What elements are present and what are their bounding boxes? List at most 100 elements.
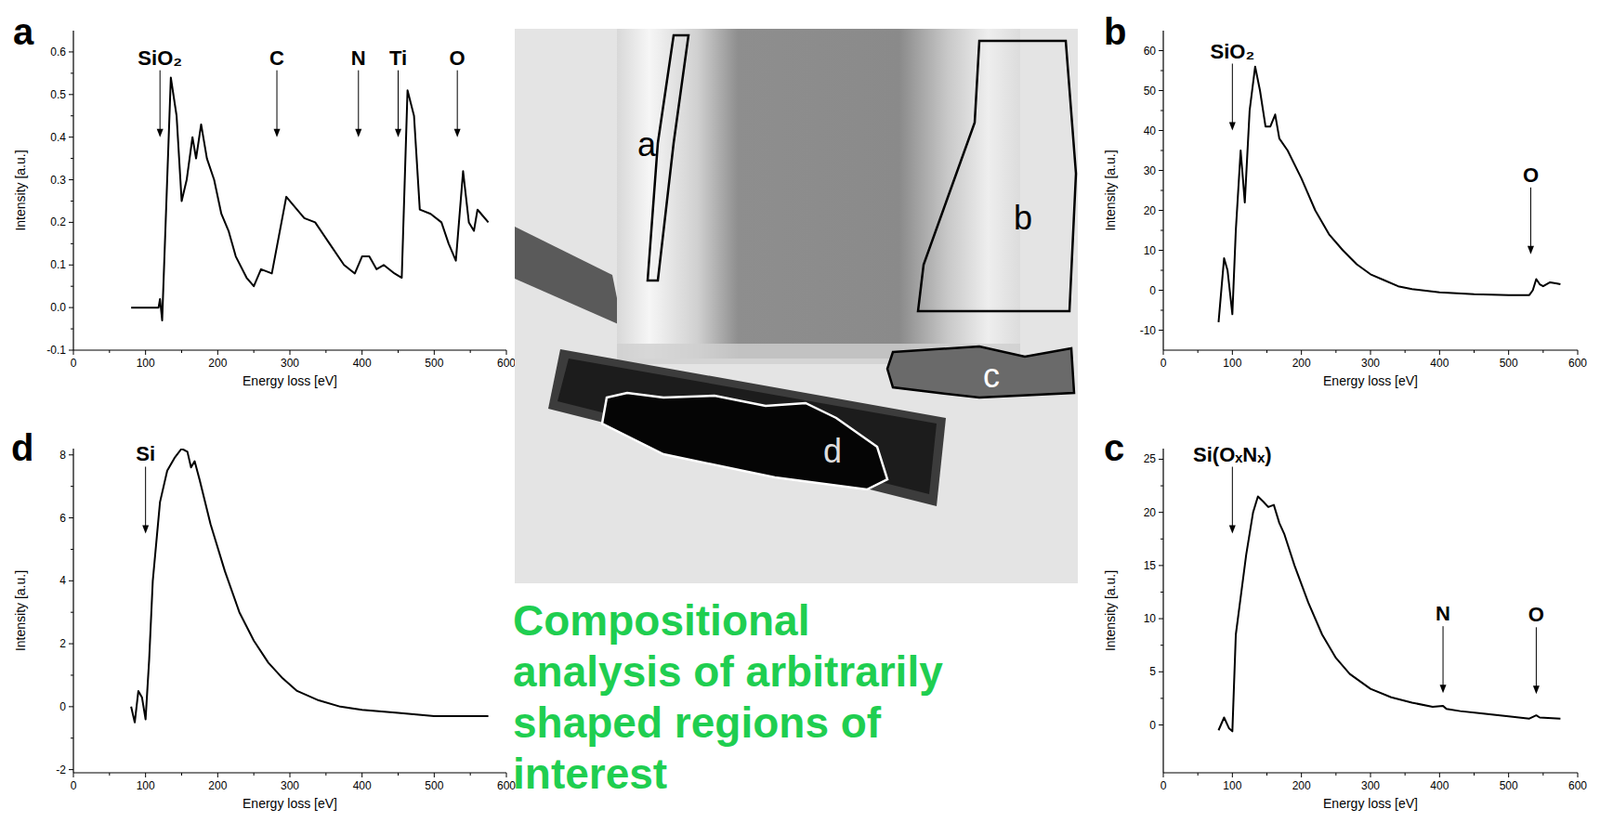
x-tick — [73, 350, 75, 355]
annotation-arrowhead — [157, 129, 164, 138]
panel-0: a0100200300400500600-0.10.00.10.20.30.40… — [13, 11, 516, 389]
x-minor-tick — [1473, 773, 1475, 776]
x-tick-label: 0 — [1160, 779, 1168, 793]
x-minor-tick — [1404, 350, 1406, 354]
spectrum-line — [1218, 496, 1561, 732]
y-tick-label: 20 — [1143, 204, 1157, 218]
x-tick — [217, 350, 219, 355]
annotation-label: Si(OₓNₓ) — [1193, 443, 1273, 467]
y-axis-line — [1162, 448, 1164, 774]
x-tick-label: 300 — [280, 779, 300, 793]
y-tick-label: 0.5 — [50, 88, 66, 102]
x-tick — [506, 350, 508, 355]
annotation-arrow — [276, 70, 278, 132]
x-tick — [506, 773, 508, 778]
y-tick — [1158, 289, 1164, 291]
x-tick-label: 200 — [208, 356, 227, 370]
y-tick-label: 0 — [1149, 719, 1156, 733]
x-tick-label: 100 — [136, 356, 156, 370]
x-tick — [361, 350, 363, 355]
y-minor-tick — [70, 612, 74, 614]
image-column — [616, 28, 1021, 359]
x-tick — [73, 773, 75, 778]
caption-line: interest — [512, 749, 668, 799]
region-label: b — [1013, 198, 1033, 237]
x-minor-tick — [1266, 350, 1268, 354]
annotation-arrow — [1535, 627, 1537, 688]
y-tick — [1158, 618, 1164, 620]
y-axis-title: Intensity [a.u.] — [13, 149, 28, 231]
region-label: d — [823, 432, 842, 471]
x-tick — [433, 350, 435, 355]
x-minor-tick — [1404, 773, 1406, 776]
y-minor-tick — [70, 115, 74, 117]
x-minor-tick — [108, 350, 110, 354]
annotation-arrow — [1232, 467, 1233, 528]
x-minor-tick — [1335, 350, 1337, 354]
x-tick-label: 100 — [1222, 779, 1242, 793]
y-tick-label: 20 — [1143, 506, 1157, 520]
y-tick — [68, 350, 74, 352]
annotation-label: N — [1435, 602, 1451, 626]
x-minor-tick — [181, 350, 183, 354]
x-tick — [1577, 350, 1579, 355]
x-tick — [1370, 773, 1372, 778]
y-tick-label: 0.4 — [50, 131, 66, 145]
y-minor-tick — [1160, 310, 1164, 312]
y-minor-tick — [1160, 270, 1164, 272]
region-outline — [887, 346, 1075, 398]
y-tick — [1158, 90, 1164, 92]
image-slab-edge — [548, 349, 946, 507]
y-tick — [68, 179, 74, 181]
y-tick — [68, 769, 74, 771]
x-tick-label: 500 — [424, 779, 444, 793]
annotation-label: SiO₂ — [1209, 39, 1255, 64]
y-axis-line — [72, 30, 74, 351]
x-minor-tick — [325, 350, 327, 354]
image-slab — [557, 358, 937, 495]
y-tick-label: 0.3 — [50, 173, 66, 187]
annotation-arrowhead — [1229, 525, 1236, 535]
annotation-arrow — [357, 70, 359, 132]
x-tick-label: 100 — [136, 779, 156, 793]
annotation-arrow — [159, 70, 161, 132]
x-tick-label: 400 — [353, 356, 372, 370]
annotation-arrow — [397, 70, 399, 132]
x-tick — [1232, 773, 1233, 778]
x-tick-label: 300 — [1361, 779, 1380, 793]
y-tick-label: 0.1 — [50, 258, 66, 272]
region-outline — [602, 393, 888, 490]
x-tick-label: 100 — [1222, 356, 1242, 370]
y-minor-tick — [1160, 150, 1164, 152]
y-minor-tick — [70, 485, 74, 487]
y-axis-title: Intensity [a.u.] — [1102, 149, 1118, 231]
y-tick — [1158, 50, 1164, 52]
y-minor-tick — [70, 243, 74, 245]
annotation-arrowhead — [1440, 684, 1447, 694]
x-axis-title: Energy loss [eV] — [1323, 373, 1418, 389]
annotation-label: Ti — [389, 46, 407, 70]
y-tick — [1158, 671, 1164, 673]
y-tick-label: 10 — [1143, 244, 1157, 258]
y-tick — [68, 93, 74, 95]
x-tick-label: 500 — [1499, 356, 1519, 370]
y-tick — [68, 643, 74, 645]
image-ground — [514, 28, 1078, 584]
x-tick — [1370, 350, 1372, 355]
x-tick — [144, 773, 146, 778]
x-tick-label: 200 — [1292, 779, 1312, 793]
x-tick-label: 0 — [1160, 356, 1168, 370]
plot-area — [1218, 496, 1561, 732]
x-tick — [1300, 773, 1302, 778]
x-minor-tick — [253, 350, 255, 354]
x-tick — [1577, 773, 1579, 778]
annotation-arrow — [457, 70, 459, 132]
region-label: c — [983, 356, 1000, 395]
y-minor-tick — [1160, 644, 1164, 646]
y-tick-label: 4 — [59, 574, 66, 588]
panel-2: c01002003004005006000510152025Energy los… — [1102, 427, 1587, 812]
x-tick — [1508, 350, 1509, 355]
annotation-arrowhead — [354, 129, 362, 138]
annotation-arrowhead — [274, 129, 281, 138]
annotation-arrowhead — [1533, 685, 1540, 695]
